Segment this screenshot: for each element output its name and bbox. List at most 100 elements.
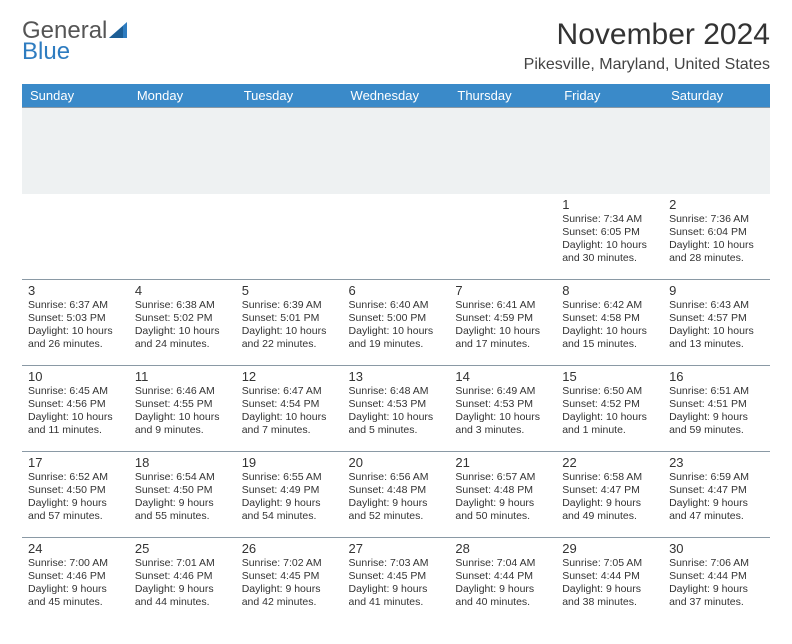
daylight-text: Daylight: 9 hours and 59 minutes. <box>669 411 764 437</box>
daylight-text: Daylight: 9 hours and 47 minutes. <box>669 497 764 523</box>
sunset-text: Sunset: 4:44 PM <box>669 570 764 583</box>
calendar-cell: 25Sunrise: 7:01 AMSunset: 4:46 PMDayligh… <box>129 538 236 624</box>
sunset-text: Sunset: 6:05 PM <box>562 226 657 239</box>
day-number: 5 <box>242 283 337 298</box>
sunrise-text: Sunrise: 7:05 AM <box>562 557 657 570</box>
sunset-text: Sunset: 4:54 PM <box>242 398 337 411</box>
sunrise-text: Sunrise: 6:50 AM <box>562 385 657 398</box>
daylight-text: Daylight: 10 hours and 7 minutes. <box>242 411 337 437</box>
daylight-text: Daylight: 9 hours and 55 minutes. <box>135 497 230 523</box>
calendar-cell: 5Sunrise: 6:39 AMSunset: 5:01 PMDaylight… <box>236 280 343 366</box>
day-number: 22 <box>562 455 657 470</box>
col-wednesday: Wednesday <box>343 84 450 108</box>
daylight-text: Daylight: 10 hours and 24 minutes. <box>135 325 230 351</box>
calendar-row: 17Sunrise: 6:52 AMSunset: 4:50 PMDayligh… <box>22 452 770 538</box>
sunrise-text: Sunrise: 7:02 AM <box>242 557 337 570</box>
calendar-cell: 16Sunrise: 6:51 AMSunset: 4:51 PMDayligh… <box>663 366 770 452</box>
daylight-text: Daylight: 10 hours and 19 minutes. <box>349 325 444 351</box>
day-number: 14 <box>455 369 550 384</box>
day-number: 8 <box>562 283 657 298</box>
daylight-text: Daylight: 10 hours and 22 minutes. <box>242 325 337 351</box>
day-number: 11 <box>135 369 230 384</box>
sunrise-text: Sunrise: 6:43 AM <box>669 299 764 312</box>
day-number: 19 <box>242 455 337 470</box>
daylight-text: Daylight: 10 hours and 28 minutes. <box>669 239 764 265</box>
sunrise-text: Sunrise: 6:59 AM <box>669 471 764 484</box>
sunrise-text: Sunrise: 6:49 AM <box>455 385 550 398</box>
daylight-text: Daylight: 9 hours and 45 minutes. <box>28 583 123 609</box>
sunrise-text: Sunrise: 6:48 AM <box>349 385 444 398</box>
calendar-cell: 7Sunrise: 6:41 AMSunset: 4:59 PMDaylight… <box>449 280 556 366</box>
sunset-text: Sunset: 4:56 PM <box>28 398 123 411</box>
daylight-text: Daylight: 9 hours and 44 minutes. <box>135 583 230 609</box>
calendar-cell: 11Sunrise: 6:46 AMSunset: 4:55 PMDayligh… <box>129 366 236 452</box>
calendar-cell: 9Sunrise: 6:43 AMSunset: 4:57 PMDaylight… <box>663 280 770 366</box>
calendar-cell: 30Sunrise: 7:06 AMSunset: 4:44 PMDayligh… <box>663 538 770 624</box>
day-number: 17 <box>28 455 123 470</box>
day-number: 10 <box>28 369 123 384</box>
calendar-cell: 28Sunrise: 7:04 AMSunset: 4:44 PMDayligh… <box>449 538 556 624</box>
sunset-text: Sunset: 4:53 PM <box>455 398 550 411</box>
col-tuesday: Tuesday <box>236 84 343 108</box>
sunrise-text: Sunrise: 6:42 AM <box>562 299 657 312</box>
daylight-text: Daylight: 9 hours and 54 minutes. <box>242 497 337 523</box>
sunset-text: Sunset: 4:48 PM <box>349 484 444 497</box>
sunrise-text: Sunrise: 7:01 AM <box>135 557 230 570</box>
sunrise-text: Sunrise: 6:38 AM <box>135 299 230 312</box>
daylight-text: Daylight: 10 hours and 26 minutes. <box>28 325 123 351</box>
daylight-text: Daylight: 10 hours and 3 minutes. <box>455 411 550 437</box>
sunset-text: Sunset: 5:02 PM <box>135 312 230 325</box>
day-number: 28 <box>455 541 550 556</box>
col-sunday: Sunday <box>22 84 129 108</box>
sunrise-text: Sunrise: 6:47 AM <box>242 385 337 398</box>
daylight-text: Daylight: 10 hours and 1 minute. <box>562 411 657 437</box>
calendar-cell: 23Sunrise: 6:59 AMSunset: 4:47 PMDayligh… <box>663 452 770 538</box>
sunrise-text: Sunrise: 6:58 AM <box>562 471 657 484</box>
calendar-cell: 20Sunrise: 6:56 AMSunset: 4:48 PMDayligh… <box>343 452 450 538</box>
sunrise-text: Sunrise: 7:00 AM <box>28 557 123 570</box>
sunset-text: Sunset: 4:46 PM <box>135 570 230 583</box>
calendar-cell: 13Sunrise: 6:48 AMSunset: 4:53 PMDayligh… <box>343 366 450 452</box>
calendar-cell <box>236 194 343 280</box>
daylight-text: Daylight: 10 hours and 13 minutes. <box>669 325 764 351</box>
calendar-cell: 6Sunrise: 6:40 AMSunset: 5:00 PMDaylight… <box>343 280 450 366</box>
col-monday: Monday <box>129 84 236 108</box>
sunrise-text: Sunrise: 6:52 AM <box>28 471 123 484</box>
sunset-text: Sunset: 4:52 PM <box>562 398 657 411</box>
sunset-text: Sunset: 4:44 PM <box>455 570 550 583</box>
day-number: 30 <box>669 541 764 556</box>
sunrise-text: Sunrise: 6:40 AM <box>349 299 444 312</box>
daylight-text: Daylight: 10 hours and 5 minutes. <box>349 411 444 437</box>
sunset-text: Sunset: 4:48 PM <box>455 484 550 497</box>
sunset-text: Sunset: 4:47 PM <box>669 484 764 497</box>
calendar-table: Sunday Monday Tuesday Wednesday Thursday… <box>22 84 770 624</box>
day-number: 26 <box>242 541 337 556</box>
sunrise-text: Sunrise: 6:39 AM <box>242 299 337 312</box>
calendar-cell: 27Sunrise: 7:03 AMSunset: 4:45 PMDayligh… <box>343 538 450 624</box>
calendar-cell: 14Sunrise: 6:49 AMSunset: 4:53 PMDayligh… <box>449 366 556 452</box>
location-subtitle: Pikesville, Maryland, United States <box>524 56 770 74</box>
day-number: 16 <box>669 369 764 384</box>
calendar-cell <box>449 194 556 280</box>
sunset-text: Sunset: 6:04 PM <box>669 226 764 239</box>
sunset-text: Sunset: 4:51 PM <box>669 398 764 411</box>
col-thursday: Thursday <box>449 84 556 108</box>
sunset-text: Sunset: 4:45 PM <box>349 570 444 583</box>
sunset-text: Sunset: 5:03 PM <box>28 312 123 325</box>
calendar-cell: 29Sunrise: 7:05 AMSunset: 4:44 PMDayligh… <box>556 538 663 624</box>
sunrise-text: Sunrise: 6:54 AM <box>135 471 230 484</box>
daylight-text: Daylight: 9 hours and 37 minutes. <box>669 583 764 609</box>
sunset-text: Sunset: 5:01 PM <box>242 312 337 325</box>
daylight-text: Daylight: 10 hours and 30 minutes. <box>562 239 657 265</box>
calendar-row: 24Sunrise: 7:00 AMSunset: 4:46 PMDayligh… <box>22 538 770 624</box>
col-saturday: Saturday <box>663 84 770 108</box>
daylight-text: Daylight: 9 hours and 38 minutes. <box>562 583 657 609</box>
day-number: 9 <box>669 283 764 298</box>
sail-icon <box>109 18 131 43</box>
day-number: 3 <box>28 283 123 298</box>
day-number: 18 <box>135 455 230 470</box>
calendar-cell: 17Sunrise: 6:52 AMSunset: 4:50 PMDayligh… <box>22 452 129 538</box>
calendar-cell <box>22 194 129 280</box>
spacer-row <box>22 108 770 194</box>
calendar-cell <box>343 194 450 280</box>
